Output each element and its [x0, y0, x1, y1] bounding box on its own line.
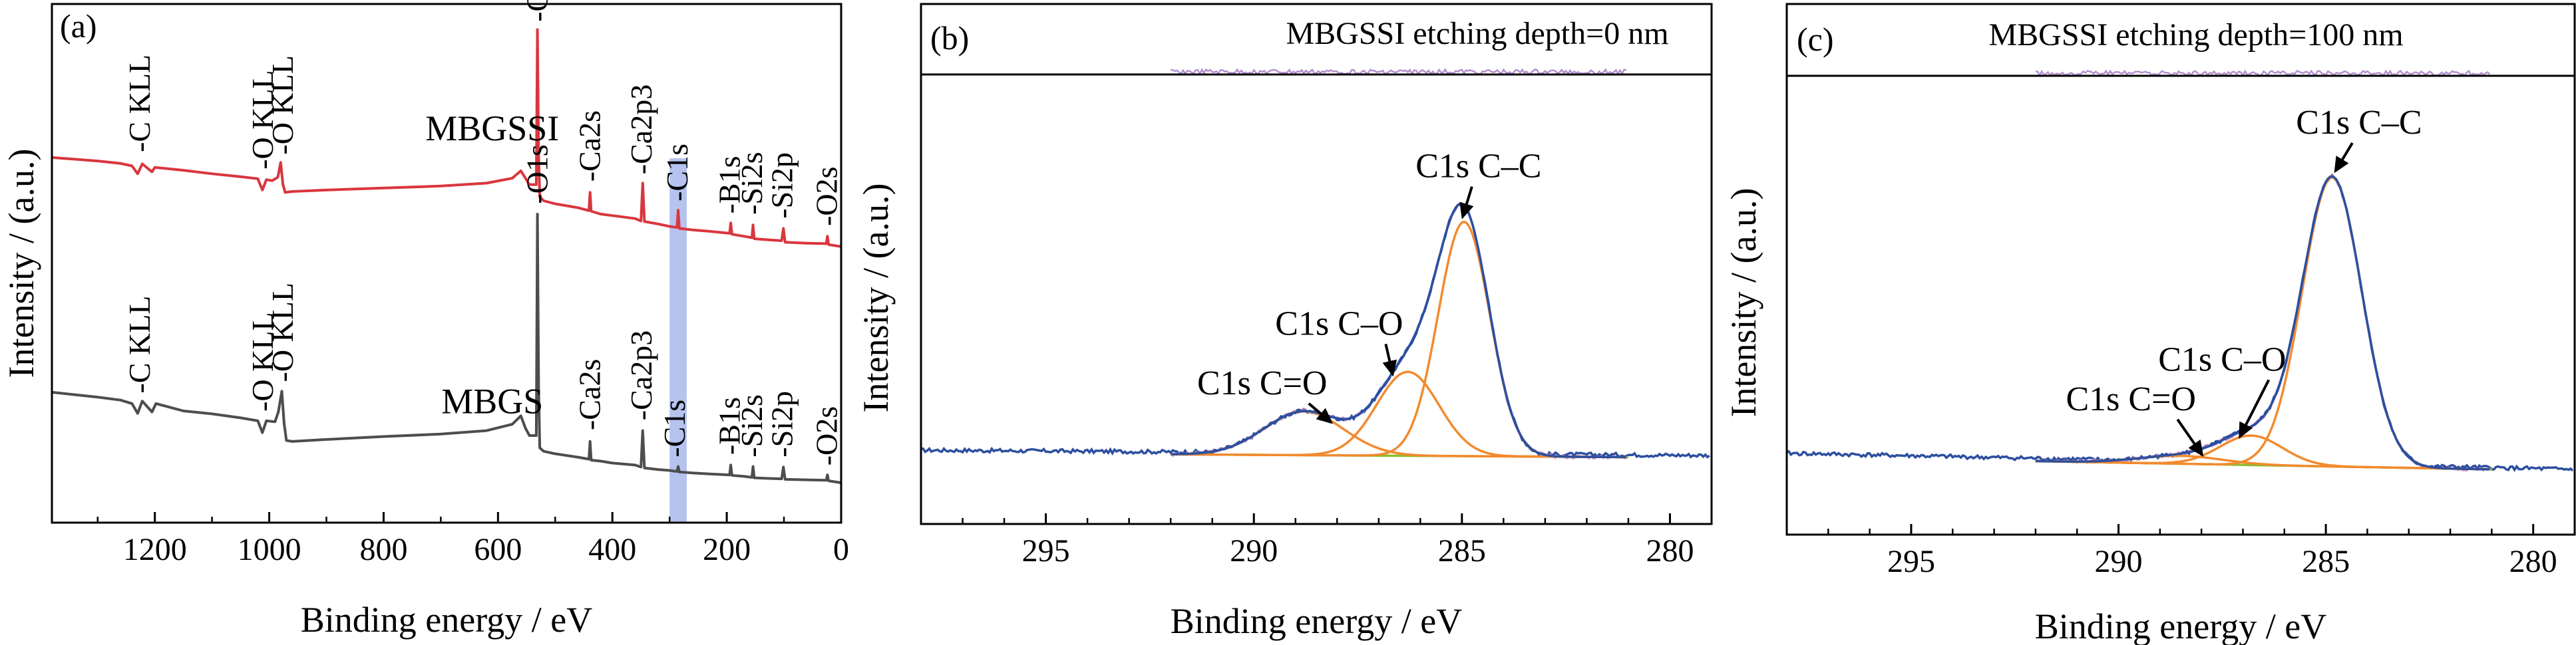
peak-label: -O1s [520, 144, 554, 203]
x-tick-label: 280 [1646, 533, 1694, 569]
annotation-arrow-head [1382, 359, 1397, 377]
panel-b-frame [920, 3, 1713, 525]
panel-a-series-group: MBGSSI MBGS [51, 28, 842, 484]
series-label-mbgssi: MBGSSI [425, 108, 559, 148]
annotation-arrow-head [2188, 440, 2204, 457]
peak-label: -Si2p [765, 152, 799, 219]
fit-residual-line [1171, 68, 1627, 76]
component-annotation: C1s C–C [2296, 104, 2422, 142]
peak-label: -Ca2p3 [624, 84, 658, 174]
panel-a-ylabel: Intensity / (a.u.) [1, 149, 41, 378]
peak-label: -O2s [809, 406, 843, 465]
x-tick-label: 600 [474, 532, 522, 567]
peak-label: -C KLL [122, 296, 156, 394]
panel-b-residual [1171, 68, 1627, 76]
panel-b-xlabel: Binding energy / eV [1171, 601, 1462, 641]
peak-label: -C1s [657, 400, 691, 457]
peak-label: -B1s [712, 156, 746, 213]
peak-label: -O KLL [246, 312, 279, 411]
panel-c-frame [1785, 3, 2576, 536]
panel-b-x-axis: 295 290 285 280 [920, 513, 1713, 569]
fit-component-peak [2035, 176, 2490, 471]
panel-b-series-group [920, 201, 1710, 460]
x-tick-label: 400 [588, 532, 636, 567]
component-annotation: C1s C=O [2066, 380, 2195, 418]
x-tick-label: 285 [2302, 544, 2350, 579]
panel-b-c1s-chart: C1s C–C C1s C–O C1s C=O 295 290 285 280 (b) M… [856, 3, 1713, 641]
panel-b-annotations: C1s C–C C1s C–O C1s C=O [1197, 148, 1542, 424]
panel-a-peak-labels: -C KLL-O KLL-O KLL-O1s-Ca2s-Ca2p3-C1s-B1… [122, 0, 843, 465]
series-line-mbgssi [51, 28, 842, 248]
envelope-line [1786, 173, 2574, 472]
x-tick-label: 0 [833, 532, 849, 567]
panel-c-title: MBGSSI etching depth=100 nm [1988, 17, 2403, 53]
peak-label: -Ca2s [573, 110, 607, 182]
x-tick-label: 280 [2509, 544, 2557, 579]
fit-component-peak [1171, 410, 1626, 459]
peak-label: -O KLL [266, 283, 299, 382]
peak-label: -Si2s [735, 394, 769, 457]
x-tick-label: 295 [1022, 533, 1070, 569]
panel-c-x-axis: 295 290 285 280 [1785, 524, 2576, 579]
peak-label: -O2s [809, 166, 843, 225]
fit-envelope [2035, 175, 2490, 471]
component-annotation: C1s C–O [2158, 340, 2286, 378]
panel-a-label: (a) [60, 7, 97, 45]
annotation-arrow-head [2239, 421, 2253, 439]
panel-c-series-group [1786, 173, 2574, 472]
x-tick-label: 800 [359, 532, 407, 567]
x-tick-label: 295 [1887, 544, 1935, 579]
fit-envelope [1171, 202, 1626, 459]
peak-label: -C1s [660, 144, 694, 201]
panel-a-frame [51, 3, 842, 524]
raw-data-line [2035, 173, 2491, 472]
fit-residual-line [2035, 69, 2491, 77]
series-label-mbgs: MBGS [441, 382, 543, 422]
panel-c-xlabel: Binding energy / eV [2035, 606, 2326, 645]
panel-c-residual [2035, 69, 2491, 77]
panel-a-xlabel: Binding energy / eV [301, 600, 592, 640]
peak-label: -Ca2s [573, 359, 607, 430]
panel-a-x-axis: 1200 1000 800 600 400 200 0 [96, 512, 849, 567]
panel-c-ylabel: Intensity / (a.u.) [1724, 188, 1763, 418]
x-tick-label: 200 [703, 532, 751, 567]
component-annotation: C1s C–C [1415, 148, 1541, 186]
peak-label: -Si2s [735, 152, 769, 215]
annotation-arrow-head [2334, 156, 2349, 174]
peak-label: -Ca2p3 [624, 330, 658, 420]
annotation-arrow-head [1459, 201, 1474, 219]
annotation-arrow-head [1316, 408, 1334, 424]
peak-label: -C KLL [122, 55, 156, 152]
panel-c-label: (c) [1797, 21, 1834, 58]
peak-label: -O KLL [266, 55, 299, 154]
panel-b-ylabel: Intensity / (a.u.) [856, 184, 896, 413]
peak-label: -B1s [712, 397, 746, 455]
series-line-mbgs [51, 213, 842, 484]
x-tick-label: 290 [2095, 544, 2143, 579]
panel-b-title: MBGSSI etching depth=0 nm [1286, 16, 1668, 51]
x-tick-label: 285 [1438, 533, 1486, 569]
component-annotation: C1s C=O [1197, 364, 1327, 402]
panel-b-label: (b) [930, 19, 969, 57]
x-tick-label: 290 [1230, 533, 1278, 569]
component-annotation: C1s C–O [1275, 305, 1403, 342]
x-tick-label: 1000 [238, 532, 301, 567]
x-tick-label: 1200 [123, 532, 187, 567]
peak-label: -O KLL [246, 70, 279, 169]
peak-label: -Si2p [765, 391, 799, 457]
